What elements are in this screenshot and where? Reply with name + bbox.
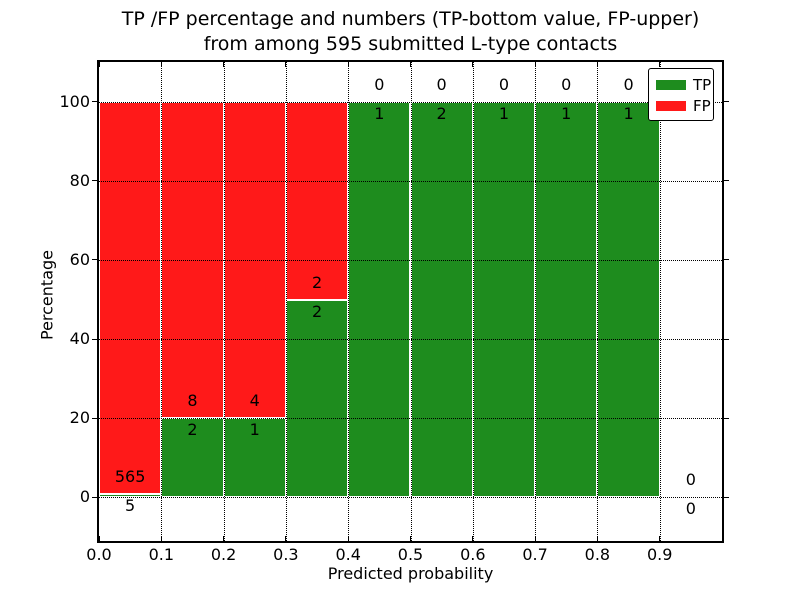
x-axis-label: Predicted probability [327, 564, 494, 583]
x-tick-top [596, 62, 598, 67]
gridline-vertical [348, 62, 350, 541]
x-tick-bottom [160, 536, 162, 541]
legend-swatch-fp [656, 100, 686, 111]
plot-area: 565 5 8 2 4 1 2 2 0 1 0 2 0 1 0 1 0 1 0 0 [92, 60, 729, 543]
y-tick-label: 60 [69, 249, 90, 269]
x-tick-top [534, 62, 536, 67]
fp-count-label: 0 [685, 470, 696, 490]
y-tick-label: 40 [69, 329, 90, 349]
gridline-vertical [472, 62, 474, 541]
tp-count-label: 1 [249, 420, 260, 440]
gridline-vertical [410, 62, 412, 541]
legend-row-tp: TP [656, 74, 713, 95]
fp-count-label: 2 [311, 272, 323, 292]
x-tick-bottom [596, 536, 598, 541]
legend: TP FP [648, 68, 714, 121]
y-tick-right [724, 101, 729, 103]
x-tick-top [472, 62, 474, 67]
y-tick-right [724, 180, 729, 182]
legend-swatch-tp [656, 79, 686, 90]
x-tick-top [160, 62, 162, 67]
bar-segment-tp [99, 493, 162, 498]
bar-segment-fp [99, 101, 162, 494]
legend-label-tp: TP [693, 75, 712, 94]
y-tick-left [92, 101, 97, 103]
x-tick-top [98, 62, 100, 67]
x-tick-label: 0.8 [584, 545, 611, 564]
x-tick-bottom [98, 536, 100, 541]
gridline-vertical [223, 62, 225, 541]
x-tick-bottom [472, 536, 474, 541]
tp-count-label: 5 [125, 495, 136, 515]
x-tick-label: 0.1 [148, 545, 175, 564]
x-tick-bottom [534, 536, 536, 541]
fp-count-label: 565 [114, 466, 146, 486]
chart-title-line-2: from among 595 submitted L-type contacts [203, 33, 618, 55]
y-tick-left [92, 259, 97, 261]
x-tick-bottom [347, 536, 349, 541]
gridline-vertical [535, 62, 537, 541]
x-tick-top [410, 62, 411, 67]
tp-count-label: 2 [187, 420, 198, 440]
bar-segment-tp [597, 101, 660, 498]
fp-count-label: 0 [561, 74, 572, 94]
bar-segment-tp [348, 101, 411, 498]
x-tick-label: 0.6 [460, 545, 486, 564]
fp-count-label: 8 [187, 391, 198, 411]
x-tick-label: 0.0 [86, 545, 112, 564]
y-tick-right [724, 417, 729, 419]
bar-segment-fp [285, 101, 349, 300]
y-tick-right [724, 496, 729, 498]
x-tick-bottom [223, 536, 225, 541]
fp-count-label: 0 [623, 74, 634, 94]
chart-title-line-1: TP /FP percentage and numbers (TP-bottom… [121, 8, 700, 30]
legend-row-fp: FP [656, 95, 713, 116]
bar-segment-tp [472, 101, 536, 498]
fp-count-label: 0 [436, 74, 447, 94]
x-tick-top [347, 62, 349, 67]
bar-segment-tp [535, 101, 598, 498]
tp-count-label: 0 [685, 499, 696, 519]
tp-count-label: 2 [311, 301, 323, 321]
x-tick-top [285, 62, 287, 67]
gridline-vertical [161, 62, 163, 541]
y-tick-label: 80 [69, 170, 90, 190]
tp-count-label: 2 [436, 103, 447, 123]
fp-count-label: 4 [249, 391, 260, 411]
x-tick-bottom [410, 536, 411, 541]
tp-count-label: 1 [623, 103, 634, 123]
gridline-vertical [659, 62, 661, 541]
x-tick-label: 0.4 [335, 545, 361, 564]
x-tick-bottom [285, 536, 287, 541]
y-tick-left [92, 338, 97, 340]
x-tick-bottom [659, 536, 661, 541]
tp-count-label: 1 [561, 103, 572, 123]
x-tick-label: 0.3 [273, 545, 299, 564]
legend-label-fp: FP [693, 96, 711, 115]
x-tick-top [659, 62, 661, 67]
bar-segment-tp [161, 418, 224, 498]
x-tick-label: 0.2 [210, 545, 237, 564]
gridline-vertical [285, 62, 287, 541]
y-tick-left [92, 496, 97, 498]
fp-count-label: 0 [498, 74, 510, 94]
y-tick-left [92, 180, 97, 182]
x-tick-label: 0.5 [397, 545, 424, 564]
fp-count-label: 0 [374, 74, 385, 94]
x-tick-label: 0.7 [522, 545, 548, 564]
bar-segment-tp [285, 299, 349, 498]
x-tick-top [223, 62, 225, 67]
y-tick-left [92, 417, 97, 419]
y-tick-label: 100 [59, 91, 90, 111]
tp-count-label: 1 [374, 103, 385, 123]
y-tick-label: 20 [69, 408, 90, 428]
gridline-vertical [597, 62, 599, 541]
tp-count-label: 1 [498, 103, 510, 123]
bar-segment-tp [410, 101, 473, 498]
y-tick-right [724, 259, 729, 261]
x-tick-label: 0.9 [646, 545, 673, 564]
y-tick-right [724, 338, 729, 340]
y-tick-label: 0 [79, 487, 90, 507]
